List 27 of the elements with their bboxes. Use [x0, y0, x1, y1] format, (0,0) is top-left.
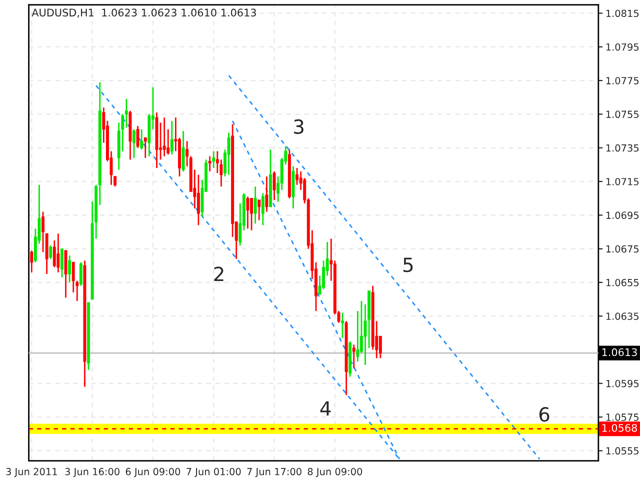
annotation: 2 [214, 266, 224, 282]
y-tick-label: 1.0555 [606, 447, 639, 455]
y-tick-label: 1.0695 [606, 212, 639, 219]
y-tick-label: 1.0575 [606, 414, 639, 421]
x-tick-label: 7 Jun 17:00 [247, 468, 302, 478]
y-tick-label: 1.0795 [606, 43, 639, 51]
annotation: 5 [403, 258, 413, 272]
y-tick-label: 1.0635 [606, 312, 639, 320]
annotation: 4 [320, 401, 331, 416]
chart-title: AUDUSD,H1 1.0623 1.0623 1.0610 1.0613 [32, 8, 256, 18]
y-tick-label: 1.0755 [606, 110, 639, 118]
y-tick-label: 1.0775 [606, 77, 639, 84]
y-tick-label: 1.0815 [606, 10, 639, 18]
y-tick-label: 1.0715 [606, 178, 639, 186]
annotation: 3 [294, 119, 304, 134]
annotation: 6 [539, 407, 550, 422]
y-tick-label: 1.0735 [606, 144, 639, 152]
x-tick-label: 6 Jun 09:00 [126, 468, 180, 478]
y-tick-label: 1.0655 [606, 278, 639, 286]
x-tick-label: 3 Jun 2011 [6, 468, 57, 478]
y-tick-label: 1.0675 [606, 245, 639, 253]
x-tick-label: 7 Jun 01:00 [186, 468, 241, 478]
y-tick-label: 1.0595 [606, 380, 639, 388]
ref-line-label: 1.0568 [602, 424, 637, 432]
x-tick-label: 3 Jun 16:00 [65, 468, 120, 478]
x-tick-label: 8 Jun 09:00 [308, 468, 362, 478]
ref-line-label: 1.0613 [602, 348, 637, 356]
